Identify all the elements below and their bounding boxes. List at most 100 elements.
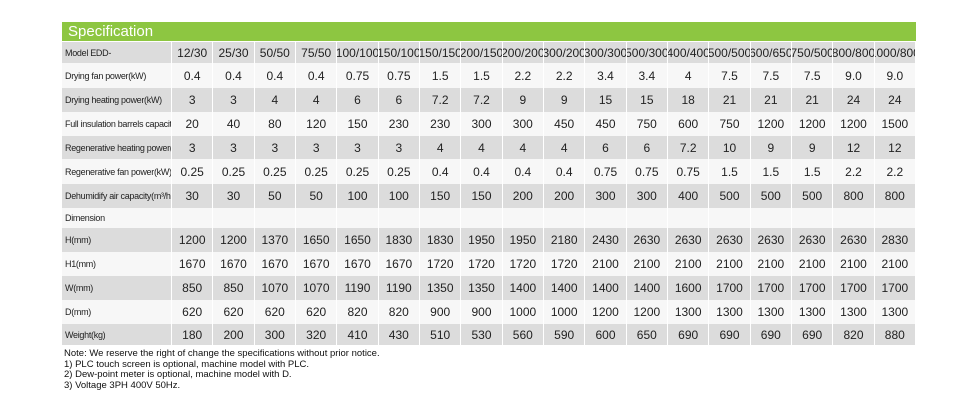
- value-cell: 6: [585, 136, 627, 159]
- value-cell: 0.4: [461, 159, 503, 184]
- value-cell: 1200: [213, 228, 255, 252]
- value-cell: 20: [172, 112, 214, 136]
- value-cell: 230: [378, 112, 420, 136]
- row-header: Model EDD-: [62, 42, 172, 63]
- value-cell: 750: [626, 112, 668, 136]
- value-cell: 1190: [337, 276, 379, 300]
- value-cell: 4: [296, 88, 338, 112]
- value-cell: 1.5: [750, 159, 792, 184]
- value-cell: 9: [750, 136, 792, 159]
- value-cell: 1400: [626, 276, 668, 300]
- value-cell: 850: [172, 276, 214, 300]
- value-cell: 320: [296, 324, 338, 345]
- row-label: Weight(kg): [62, 324, 172, 345]
- value-cell: 21: [792, 88, 834, 112]
- value-cell: 4: [668, 63, 710, 88]
- value-cell: 2630: [792, 228, 834, 252]
- value-cell: 0.25: [172, 159, 214, 184]
- value-cell: 3.4: [626, 63, 668, 88]
- column-header: 25/30: [213, 42, 255, 63]
- value-cell: 2180: [544, 228, 586, 252]
- value-cell: 2100: [585, 252, 627, 276]
- value-cell: 2100: [709, 252, 751, 276]
- empty-cell: [792, 208, 834, 228]
- value-cell: 820: [337, 300, 379, 324]
- value-cell: 430: [378, 324, 420, 345]
- value-cell: 690: [668, 324, 710, 345]
- value-cell: 880: [874, 324, 916, 345]
- row-label: Drying heating power(kW): [62, 88, 172, 112]
- value-cell: 1370: [254, 228, 296, 252]
- value-cell: 1400: [544, 276, 586, 300]
- value-cell: 0.25: [254, 159, 296, 184]
- value-cell: 530: [461, 324, 503, 345]
- value-cell: 24: [874, 88, 916, 112]
- value-cell: 9: [544, 88, 586, 112]
- value-cell: 1.5: [792, 159, 834, 184]
- value-cell: 1070: [254, 276, 296, 300]
- note-line: 2) Dew-point meter is optional, machine …: [64, 369, 292, 380]
- value-cell: 2630: [709, 228, 751, 252]
- value-cell: 450: [585, 112, 627, 136]
- row-label: Full insulation barrels capacity(L): [62, 112, 172, 136]
- value-cell: 3: [254, 136, 296, 159]
- value-cell: 1200: [585, 300, 627, 324]
- column-header: 500/300: [626, 42, 668, 63]
- column-header: 75/50: [296, 42, 338, 63]
- value-cell: 3: [378, 136, 420, 159]
- value-cell: 150: [337, 112, 379, 136]
- value-cell: 690: [750, 324, 792, 345]
- value-cell: 1720: [544, 252, 586, 276]
- value-cell: 1720: [502, 252, 544, 276]
- value-cell: 500: [750, 184, 792, 208]
- value-cell: 500: [709, 184, 751, 208]
- header-title: Specification: [68, 23, 154, 40]
- value-cell: 3.4: [585, 63, 627, 88]
- value-cell: 4: [502, 136, 544, 159]
- value-cell: 1720: [461, 252, 503, 276]
- value-cell: 1650: [296, 228, 338, 252]
- value-cell: 690: [709, 324, 751, 345]
- value-cell: 450: [544, 112, 586, 136]
- empty-cell: [626, 208, 668, 228]
- row-label: Drying fan power(kW): [62, 63, 172, 88]
- column-header: 750/500: [792, 42, 834, 63]
- value-cell: 100: [337, 184, 379, 208]
- empty-cell: [668, 208, 710, 228]
- value-cell: 900: [420, 300, 462, 324]
- value-cell: 0.4: [213, 63, 255, 88]
- value-cell: 3: [337, 136, 379, 159]
- value-cell: 6: [378, 88, 420, 112]
- value-cell: 0.4: [420, 159, 462, 184]
- empty-cell: [585, 208, 627, 228]
- value-cell: 2100: [626, 252, 668, 276]
- notes: Note: We reserve the right of change the…: [64, 348, 380, 391]
- value-cell: 40: [213, 112, 255, 136]
- row-label: W(mm): [62, 276, 172, 300]
- value-cell: 300: [461, 112, 503, 136]
- value-cell: 1.5: [420, 63, 462, 88]
- value-cell: 1700: [833, 276, 875, 300]
- value-cell: 1700: [792, 276, 834, 300]
- value-cell: 560: [502, 324, 544, 345]
- value-cell: 12: [874, 136, 916, 159]
- value-cell: 300: [585, 184, 627, 208]
- value-cell: 900: [461, 300, 503, 324]
- column-header: 150/150: [420, 42, 462, 63]
- value-cell: 1300: [792, 300, 834, 324]
- value-cell: 1300: [833, 300, 875, 324]
- value-cell: 1200: [750, 112, 792, 136]
- value-cell: 650: [626, 324, 668, 345]
- value-cell: 6: [337, 88, 379, 112]
- value-cell: 15: [626, 88, 668, 112]
- value-cell: 100: [378, 184, 420, 208]
- value-cell: 2100: [792, 252, 834, 276]
- column-header: 500/500: [709, 42, 751, 63]
- value-cell: 12: [833, 136, 875, 159]
- value-cell: 820: [378, 300, 420, 324]
- value-cell: 50: [296, 184, 338, 208]
- empty-cell: [750, 208, 792, 228]
- value-cell: 3: [213, 136, 255, 159]
- value-cell: 1670: [296, 252, 338, 276]
- value-cell: 10: [709, 136, 751, 159]
